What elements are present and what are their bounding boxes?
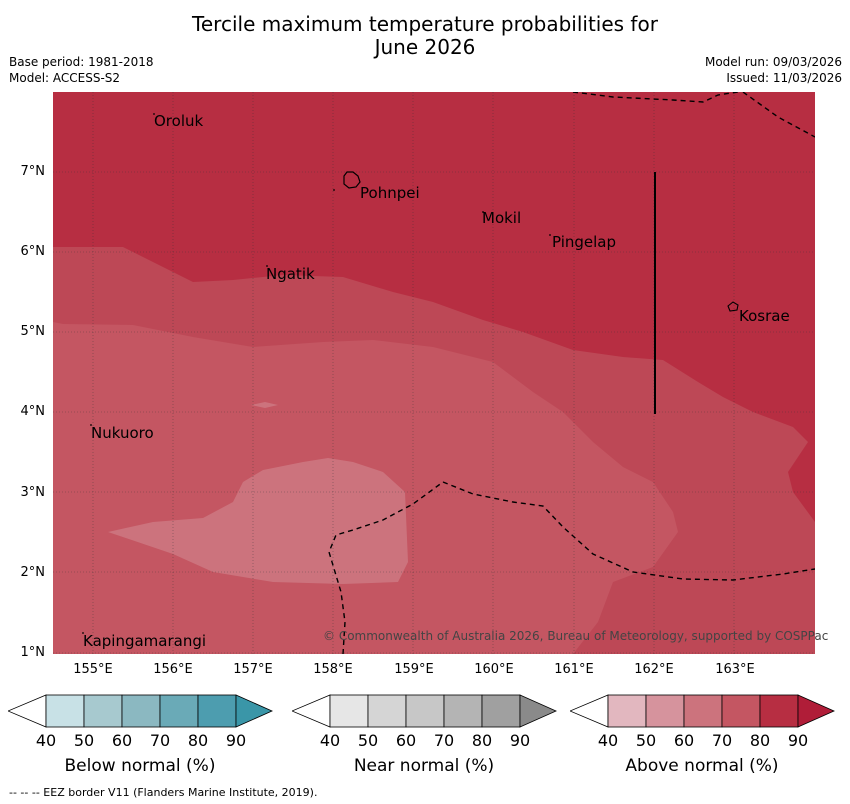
band-above-50 [108,458,408,584]
lon-label-161e: 161°E [554,662,594,677]
below-swatch-70 [159,694,199,728]
above-swatch-70 [721,694,761,728]
place-kapingamarangi: Kapingamarangi [83,632,207,650]
metadata-right: Model run: 09/03/2026 Issued: 11/03/2026 [705,54,842,86]
near-tick-90: 90 [509,731,531,750]
above-swatch-50 [645,694,685,728]
eez-border [328,92,815,654]
title-line-2: June 2026 [374,35,476,59]
above-tick-80: 80 [749,731,771,750]
near-swatch-over [519,694,557,728]
near-swatch-80 [481,694,521,728]
place-pingelap: Pingelap [552,233,617,251]
above-normal-colorbar [570,694,835,728]
copyright-notice: © Commonwealth of Australia 2026, Bureau… [323,629,829,643]
near-tick-50: 50 [357,731,379,750]
near-swatch-40 [329,694,369,728]
near-tick-40: 40 [319,731,341,750]
below-tick-50: 50 [73,731,95,750]
band-above-50-small [251,402,278,408]
lon-label-160e: 160°E [474,662,514,677]
below-swatch-50 [83,694,123,728]
below-tick-80: 80 [187,731,209,750]
below-swatch-40 [45,694,85,728]
above-swatch-80 [759,694,799,728]
above-normal-title: Above normal (%) [625,756,779,776]
lon-label-155e: 155°E [73,662,113,677]
above-swatch-over [797,694,835,728]
eez-footer-note: -- -- -- EEZ border V11 (Flanders Marine… [9,786,318,799]
lon-label-156e: 156°E [153,662,193,677]
lon-label-158e: 158°E [313,662,353,677]
above-swatch-60 [683,694,723,728]
lat-label-4n: 4°N [20,404,46,419]
place-nukuoro: Nukuoro [91,424,154,442]
atoll-markers [82,113,551,634]
map-area: Oroluk Pohnpei Mokil Pingelap Ngatik Kos… [53,92,815,654]
above-swatch-40 [607,694,647,728]
probability-map [53,92,815,654]
below-tick-90: 90 [225,731,247,750]
near-tick-80: 80 [471,731,493,750]
below-tick-60: 60 [111,731,133,750]
graticule [53,92,815,654]
below-swatch-under [8,694,47,728]
below-swatch-80 [197,694,237,728]
below-normal-colorbar [8,694,273,728]
lat-label-6n: 6°N [20,244,46,259]
place-oroluk: Oroluk [154,112,204,130]
near-normal-title: Near normal (%) [353,756,495,776]
lat-label-2n: 2°N [20,565,46,580]
kosrae-island [727,301,739,312]
model-run: Model run: 09/03/2026 [704,55,842,69]
near-swatch-50 [367,694,407,728]
lon-label-157e: 157°E [233,662,273,677]
above-tick-70: 70 [711,731,733,750]
lat-label-5n: 5°N [20,324,46,339]
base-period: Base period: 1981-2018 [9,55,154,69]
lat-label-1n: 1°N [20,645,46,660]
near-swatch-under [292,694,331,728]
lat-label-7n: 7°N [20,164,46,179]
pohnpei-island [343,171,361,189]
map-title: Tercile maximum temperature probabilitie… [0,13,850,59]
below-normal-title: Below normal (%) [64,756,216,776]
lon-label-163e: 163°E [715,662,755,677]
place-pohnpei: Pohnpei [360,184,420,202]
below-swatch-60 [121,694,161,728]
near-normal-colorbar [292,694,557,728]
above-tick-60: 60 [673,731,695,750]
lat-label-3n: 3°N [20,485,46,500]
issued-date: Issued: 11/03/2026 [726,71,842,85]
place-ngatik: Ngatik [266,265,315,283]
above-tick-50: 50 [635,731,657,750]
near-tick-60: 60 [395,731,417,750]
model-name: Model: ACCESS-S2 [9,71,121,85]
lon-label-162e: 162°E [634,662,674,677]
above-tick-40: 40 [597,731,619,750]
near-swatch-60 [405,694,445,728]
near-swatch-70 [443,694,483,728]
place-mokil: Mokil [482,209,522,227]
lon-label-159e: 159°E [394,662,434,677]
above-swatch-under [570,694,609,728]
place-kosrae: Kosrae [739,307,790,325]
below-tick-70: 70 [149,731,171,750]
below-swatch-over [235,694,273,728]
near-tick-70: 70 [433,731,455,750]
metadata-left: Base period: 1981-2018 Model: ACCESS-S2 [9,54,154,86]
title-line-1: Tercile maximum temperature probabilitie… [192,12,658,36]
above-tick-90: 90 [787,731,809,750]
below-tick-40: 40 [35,731,57,750]
